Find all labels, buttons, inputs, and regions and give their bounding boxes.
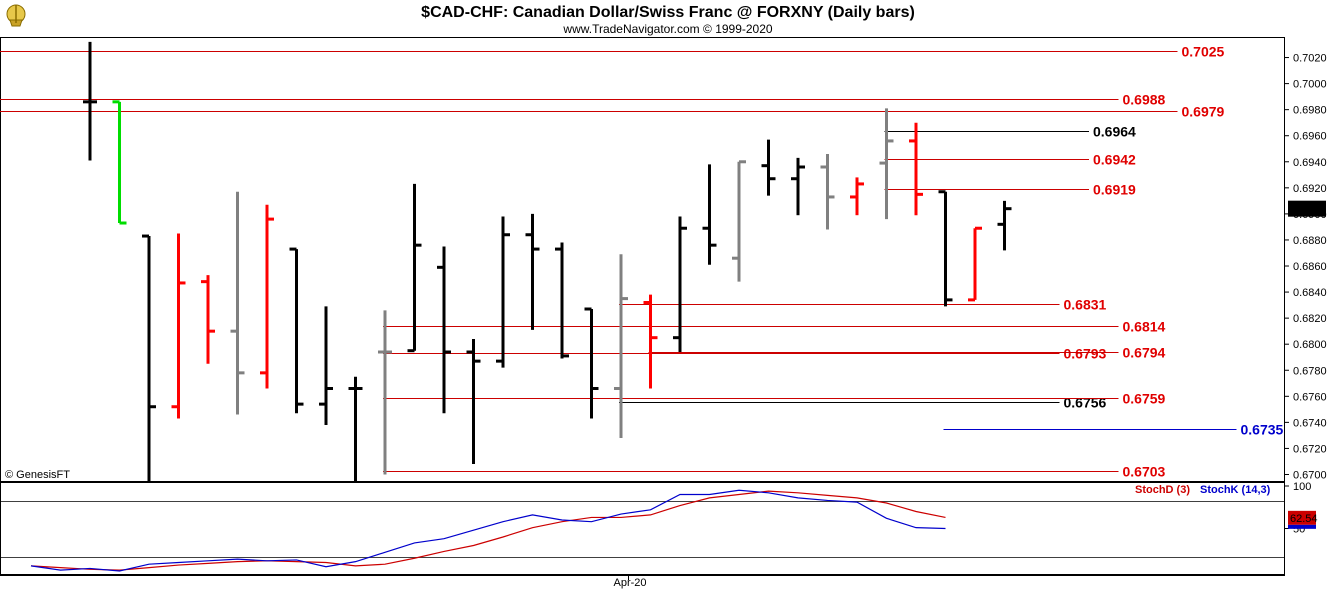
price-bar xyxy=(732,160,746,282)
stoch-value-label: 62.54 xyxy=(1290,513,1318,525)
price-bar xyxy=(289,247,304,414)
price-bar xyxy=(643,294,658,389)
price-tick-label: 0.6860 xyxy=(1293,261,1327,273)
price-bar xyxy=(555,242,569,359)
price-bar xyxy=(407,183,422,353)
price-bar xyxy=(879,108,894,220)
level-label: 0.6735 xyxy=(1241,422,1284,438)
price-bar xyxy=(614,254,628,439)
price-bar xyxy=(968,226,982,302)
stoch-value-box xyxy=(1288,510,1316,525)
price-tick-label: 0.6960 xyxy=(1293,131,1327,143)
price-bar xyxy=(909,122,923,216)
price-tick-label: 0.6880 xyxy=(1293,235,1327,247)
level-label: 0.6794 xyxy=(1123,345,1166,361)
level-label: 0.6703 xyxy=(1123,464,1166,480)
logo-icon xyxy=(6,4,26,27)
level-label: 0.6814 xyxy=(1123,319,1166,335)
price-bar xyxy=(820,153,835,230)
price-bar xyxy=(437,246,451,414)
price-tick-label: 0.6700 xyxy=(1293,469,1327,481)
stochastic-lines: 62.54 xyxy=(30,489,1318,572)
price-plot-frame xyxy=(0,37,1285,482)
price-tick-label: 0.6720 xyxy=(1293,443,1327,455)
price-bar xyxy=(319,306,333,425)
level-label: 0.6756 xyxy=(1064,395,1107,411)
price-bar xyxy=(171,233,186,419)
price-bar xyxy=(378,310,392,475)
level-label: 0.6964 xyxy=(1093,124,1136,140)
price-tick-label: 0.7000 xyxy=(1293,79,1327,91)
price-bar xyxy=(938,190,953,307)
indicator-tick-label: 100 xyxy=(1293,481,1311,493)
price-bar xyxy=(850,177,864,216)
price-bar xyxy=(761,139,776,196)
price-tick-label: 0.6820 xyxy=(1293,313,1327,325)
price-bar xyxy=(997,200,1012,251)
price-tick-label: 0.6760 xyxy=(1293,391,1327,403)
price-bar xyxy=(260,204,274,389)
level-label: 0.6988 xyxy=(1123,92,1166,108)
price-bar xyxy=(584,307,599,419)
price-bar xyxy=(525,213,540,330)
price-bar xyxy=(702,164,717,265)
price-tick-label: 0.6740 xyxy=(1293,417,1327,429)
price-bar xyxy=(112,100,127,225)
price-tick-label: 0.7020 xyxy=(1293,53,1327,65)
legend-stochd: StochD (3) xyxy=(1135,484,1190,496)
price-tick-label: 0.6940 xyxy=(1293,157,1327,169)
price-tick-label: 0.6840 xyxy=(1293,287,1327,299)
chart-title: $CAD-CHF: Canadian Dollar/Swiss Franc @ … xyxy=(421,4,915,21)
price-bar xyxy=(466,338,481,465)
x-axis-month-label: Apr-20 xyxy=(613,577,646,589)
price-bars xyxy=(83,41,1012,481)
level-label: 0.6831 xyxy=(1064,297,1107,313)
price-bar xyxy=(348,376,363,481)
price-tick-label: 0.6800 xyxy=(1293,339,1327,351)
chart-subtitle: www.TradeNavigator.com © 1999-2020 xyxy=(562,22,772,36)
last-price-box xyxy=(1288,200,1326,217)
legend-stochk: StochK (14,3) xyxy=(1200,484,1271,496)
price-tick-label: 0.6920 xyxy=(1293,183,1327,195)
indicator-legend: StochD (3) StochK (14,3) xyxy=(1135,484,1271,496)
indicator-pane-frame xyxy=(0,482,1285,575)
stoch-line xyxy=(30,489,946,572)
price-bar xyxy=(201,275,215,364)
level-label: 0.6979 xyxy=(1182,104,1225,120)
level-label: 0.6759 xyxy=(1123,391,1166,407)
price-bar xyxy=(230,191,245,415)
stoch-line xyxy=(30,490,946,571)
price-bar xyxy=(83,41,97,161)
level-label: 0.6919 xyxy=(1093,182,1136,198)
price-bar xyxy=(496,216,510,368)
price-axis: 0.7020 0.7000 0.6980 0.6960 0.6940 0.6920 0.69… xyxy=(1284,53,1327,481)
level-label: 0.7025 xyxy=(1182,44,1225,60)
price-tick-label: 0.6980 xyxy=(1293,105,1327,117)
stoch-k-marker xyxy=(1288,524,1316,529)
last-price-tag: 0.6904 xyxy=(1288,200,1326,217)
price-tick-label: 0.6780 xyxy=(1293,365,1327,377)
copyright-label: © GenesisFT xyxy=(5,469,70,481)
support-resistance-levels: 0.7025 0.6988 0.6979 0.6964 0.6942 0.6919 0.68… xyxy=(0,44,1284,480)
price-bar xyxy=(791,157,805,216)
level-label: 0.6942 xyxy=(1093,152,1136,168)
last-price-label: 0.6904 xyxy=(1291,204,1325,216)
level-label: 0.6793 xyxy=(1064,346,1107,362)
price-bar xyxy=(673,216,687,353)
price-bar xyxy=(142,234,156,481)
